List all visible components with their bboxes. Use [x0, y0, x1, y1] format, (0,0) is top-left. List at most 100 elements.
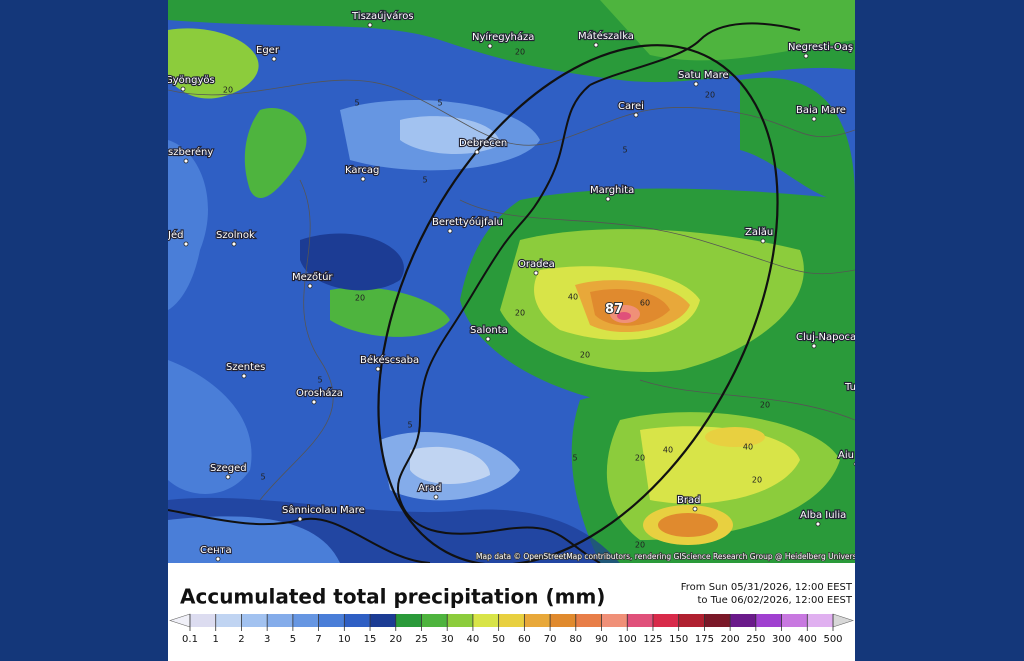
contour-label: 5: [260, 473, 265, 482]
colorbar-segment: [267, 614, 293, 627]
period-to: to Tue 06/02/2026, 12:00 EEST: [697, 595, 852, 606]
city-dot: [487, 43, 493, 49]
city-dot: [692, 506, 698, 512]
colorbar-label: 20: [389, 634, 402, 645]
attribution: Map data © OpenStreetMap contributors, r…: [476, 552, 867, 561]
colorbar-label: 150: [669, 634, 688, 645]
colorbar-label: 15: [364, 634, 377, 645]
colorbar-label: 80: [569, 634, 582, 645]
city-label: Сента: [200, 545, 232, 556]
colorbar-label: 5: [290, 634, 296, 645]
colorbar-label: 0.1: [182, 634, 198, 645]
contour-label: 20: [705, 91, 715, 100]
city-label: Karcag: [345, 165, 379, 176]
contour-label: 5: [437, 99, 442, 108]
city-dot: [447, 228, 453, 234]
colorbar-label: 500: [823, 634, 842, 645]
contour-label: 20: [355, 294, 365, 303]
colorbar-label: 30: [441, 634, 454, 645]
city-label: Sânnicolau Mare: [282, 504, 365, 516]
city-dot: [241, 373, 247, 379]
contour-label: 87: [605, 302, 623, 317]
contour-label: 5: [317, 376, 322, 385]
borders: [168, 79, 855, 501]
colorbar-label: 50: [492, 634, 505, 645]
city-dot: [811, 343, 817, 349]
colorbar-segment: [627, 614, 653, 627]
contour-label: 40: [743, 443, 753, 452]
contour-label: 5: [572, 454, 577, 463]
colorbar-label: 200: [721, 634, 740, 645]
title: Accumulated total precipitation (mm): [180, 585, 605, 609]
contour-label: 5: [354, 99, 359, 108]
city-label: Gyöngyös: [165, 75, 215, 86]
colorbar-segment: [190, 614, 216, 627]
contour-label: 20: [515, 48, 525, 57]
colorbar-segment: [807, 614, 833, 627]
city-label: Oradea: [518, 259, 555, 270]
period-from: From Sun 05/31/2026, 12:00 EEST: [681, 582, 853, 593]
colorbar-label: 2: [238, 634, 244, 645]
city-label: Mátészalka: [578, 30, 634, 42]
colorbar-segment: [781, 614, 808, 627]
highlight-ellipse: [377, 44, 779, 563]
city-dot: [231, 241, 237, 247]
colorbar-segment: [292, 614, 319, 627]
colorbar-label: 300: [772, 634, 791, 645]
city-label: Zalău: [745, 227, 773, 238]
colorbar-segment: [550, 614, 576, 627]
colorbar-segment: [524, 614, 551, 627]
city-label: Eger: [256, 45, 280, 56]
city-dot: [474, 149, 480, 155]
colorbar-label: 175: [695, 634, 714, 645]
city-dot: [311, 399, 317, 405]
colorbar-label: 7: [315, 634, 321, 645]
city-label: Cluj-Napoca: [796, 332, 856, 343]
city-label: Berettyóújfalu: [432, 216, 503, 228]
city-label: Brad: [677, 495, 700, 506]
city-label: Carei: [618, 101, 644, 112]
colorbar-segment: [601, 614, 628, 627]
city-label: Szentes: [226, 362, 265, 373]
colorbar-label: 90: [595, 634, 608, 645]
colorbar-label: 60: [518, 634, 531, 645]
city-dot: [271, 56, 277, 62]
colorbar-segment: [447, 614, 473, 627]
city-label: Szolnok: [216, 230, 255, 241]
colorbar-segment: [318, 614, 345, 627]
colorbar-label: 125: [643, 634, 662, 645]
city-label: Debrecen: [459, 138, 507, 149]
contour-label: 5: [422, 176, 427, 185]
city-dot: [533, 270, 539, 276]
contour-label: 5: [622, 146, 627, 155]
labels: Gyöngyös Eger Tiszaújváros Nyíregyháza Mátés…: [165, 9, 856, 562]
city-label: Arad: [418, 483, 441, 494]
city-dot: [815, 521, 821, 527]
city-dot: [811, 116, 817, 122]
colorbar-label: 10: [338, 634, 351, 645]
city-dot: [307, 283, 313, 289]
contour-label: 60: [640, 299, 650, 308]
city-dot: [215, 556, 221, 562]
colorbar-label: 70: [544, 634, 557, 645]
colorbar-segment: [755, 614, 782, 627]
city-label: Jéd: [167, 229, 183, 241]
contour-label: 5: [407, 421, 412, 430]
colorbar-label: 3: [264, 634, 270, 645]
colorbar-label: 100: [618, 634, 637, 645]
city-label: Marghita: [590, 185, 634, 196]
city-dot: [183, 158, 189, 164]
city-label: Salonta: [470, 325, 508, 336]
city-dot: [367, 22, 373, 28]
city-dot: [433, 494, 439, 500]
colorbar-label: 400: [798, 634, 817, 645]
contour-label: 40: [663, 446, 673, 455]
colorbar-segment: [652, 614, 679, 627]
city-label: Satu Mare: [678, 70, 729, 81]
contour-label: 20: [752, 476, 762, 485]
contour-label: 20: [580, 351, 590, 360]
city-label: Békéscsaba: [360, 354, 419, 366]
colorbar: 0.1 1 2 3 5 7 10 15 20 25 30 40 50 60 70 80 90 100 125 150 1…: [169, 613, 854, 645]
